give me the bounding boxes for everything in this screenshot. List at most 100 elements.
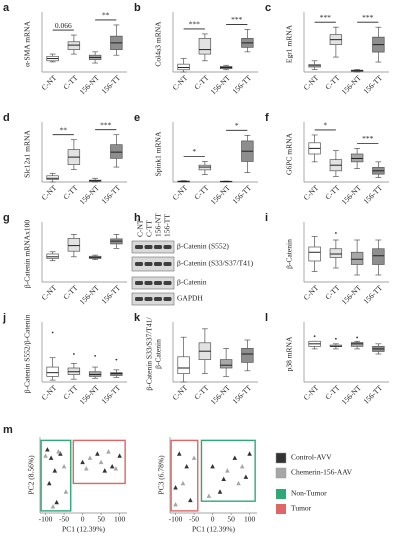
x-tick-label: 156-TT — [361, 73, 384, 96]
significance-label: * — [235, 121, 239, 130]
y-axis-label: Slc12a1 mRNA — [23, 130, 32, 178]
x-tick-label: C-TT — [323, 283, 341, 301]
point — [52, 468, 58, 473]
y-axis-label: PC3 (6.78%) — [157, 455, 166, 495]
panel-letter: j — [2, 312, 6, 324]
y-axis-label: β-Catenin S552/β-Catenin — [23, 314, 32, 393]
significance-label: *** — [320, 13, 332, 22]
x-tick-label: -50 — [59, 515, 69, 524]
x-tick-label: C-TT — [61, 383, 79, 401]
x-tick-label: 156-TT — [361, 283, 384, 306]
x-tick-label: 156-NT — [340, 183, 363, 206]
legend-swatch — [275, 452, 287, 464]
point — [217, 489, 223, 494]
legend-label: Control-AVV — [291, 453, 332, 462]
blot-strip — [131, 292, 175, 306]
blot-band — [144, 262, 153, 266]
point — [225, 468, 230, 473]
box — [46, 175, 59, 180]
significance-label: ** — [60, 125, 68, 134]
point — [206, 493, 212, 498]
x-tick-label: 156-TT — [230, 183, 253, 206]
outlier — [94, 354, 97, 357]
y-axis-label: Col4a3 mRNA — [154, 21, 163, 67]
panel-letter: b — [134, 2, 141, 14]
x-tick-label: C-NT — [40, 383, 59, 402]
blot-strip — [131, 240, 175, 254]
group-region — [170, 439, 199, 512]
x-tick-label: 156-NT — [78, 73, 101, 96]
box — [110, 144, 123, 159]
significance-label: *** — [362, 13, 374, 22]
point — [56, 449, 61, 454]
group-region — [40, 439, 72, 512]
x-tick-label: C-NT — [302, 283, 321, 302]
x-tick-label: -100 — [169, 515, 183, 524]
x-tick-label: 156-TT — [230, 73, 253, 96]
x-tick-label: 100 — [244, 515, 256, 524]
box — [219, 359, 233, 369]
significance-label: *** — [362, 134, 374, 143]
x-tick-label: 156-TT — [99, 183, 122, 206]
blot-band — [154, 281, 162, 285]
x-tick-label: 156-TT — [99, 383, 122, 406]
point — [232, 455, 238, 460]
x-tick-label: 156-NT — [209, 73, 232, 96]
x-tick-label: 50 — [97, 515, 105, 524]
box — [350, 251, 364, 265]
significance-label: *** — [189, 20, 201, 29]
x-tick-label: C-NT — [40, 283, 59, 302]
box — [350, 153, 364, 163]
x-tick-label: 156-NT — [78, 283, 101, 306]
x-tick-label: C-NT — [302, 183, 321, 202]
lane-label: C-TT — [145, 220, 154, 237]
point — [117, 453, 122, 458]
box — [329, 248, 343, 258]
x-tick-label: C-NT — [40, 73, 59, 92]
x-tick-label: 0 — [211, 515, 215, 524]
significance-label: * — [192, 147, 196, 156]
x-tick-label: C-TT — [192, 183, 210, 201]
y-axis-label: β-Catenin — [154, 339, 163, 369]
box — [350, 342, 364, 347]
legend-swatch — [276, 504, 286, 514]
x-tick-label: -100 — [39, 515, 53, 524]
point — [247, 451, 252, 456]
panel-letter: a — [3, 2, 10, 14]
blot-band — [135, 281, 143, 285]
x-tick-label: 50 — [227, 515, 235, 524]
point — [221, 476, 226, 482]
significance-label: ** — [102, 11, 110, 20]
panel-letter: d — [3, 112, 10, 124]
legend-swatch — [275, 467, 287, 479]
point — [188, 497, 193, 503]
point — [173, 485, 178, 490]
box — [67, 41, 81, 50]
x-tick-label: 156-TT — [361, 183, 384, 206]
blot-band — [135, 297, 143, 301]
panel-letter: m — [3, 424, 13, 436]
blot-band — [163, 281, 172, 285]
panel-letter: l — [265, 312, 268, 324]
box — [67, 237, 81, 252]
outlier — [51, 331, 54, 334]
point — [87, 455, 93, 460]
point — [50, 504, 56, 509]
x-tick-label: 156-NT — [78, 183, 101, 206]
y-axis-label: G6PC mRNA — [285, 132, 294, 174]
y-axis-label: p38 mRNA — [285, 336, 294, 371]
x-tick-label: C-TT — [192, 383, 210, 401]
x-tick-label: C-TT — [61, 283, 79, 301]
legend-swatch — [276, 489, 286, 499]
y-axis-label: β-Catenin mRNAx100 — [23, 220, 32, 288]
x-tick-label: C-TT — [323, 183, 341, 201]
group-region — [72, 439, 126, 485]
x-tick-label: 156-TT — [361, 383, 384, 406]
point — [243, 474, 249, 479]
panel-letter: f — [265, 112, 269, 124]
point — [106, 449, 111, 454]
box — [308, 246, 321, 262]
x-tick-label: C-TT — [61, 183, 79, 201]
legend-label: Non-Tumor — [291, 489, 327, 498]
